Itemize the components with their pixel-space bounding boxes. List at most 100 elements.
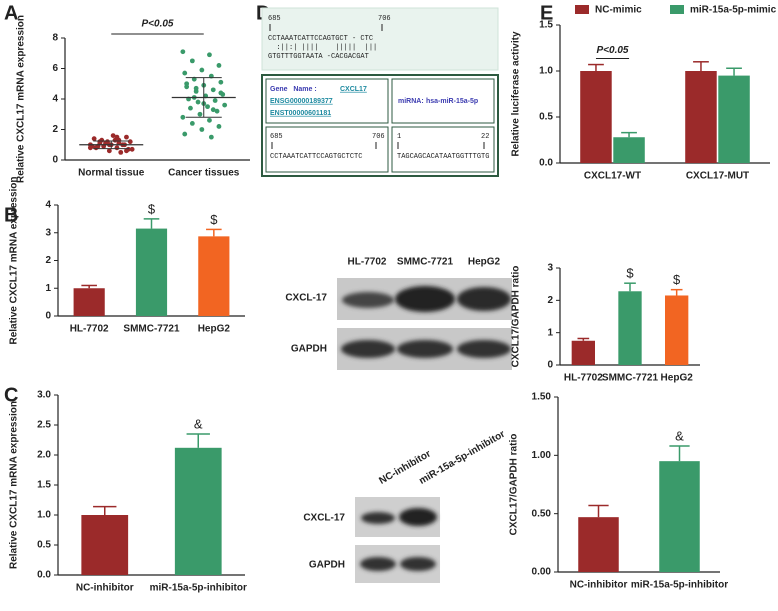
annotation: P<0.05 [142, 19, 174, 30]
legend-swatch [575, 5, 589, 14]
gene: CXCL17 [340, 86, 367, 93]
x-tick-label: NC-inhibitor [570, 580, 628, 591]
x-tick-label: SMMC-7721 [123, 324, 180, 335]
y-tick-label: 3.0 [37, 390, 51, 401]
significance-marker: $ [673, 272, 681, 287]
data-point [106, 148, 112, 154]
data-point [210, 107, 216, 113]
y-tick-label: 0.0 [37, 570, 51, 581]
legend-label: NC-mimic [595, 5, 642, 16]
lane-label: HL-7702 [348, 257, 387, 268]
bar [174, 447, 222, 575]
y-tick-label: 1 [547, 327, 553, 338]
bar [578, 517, 619, 572]
bar [571, 340, 595, 365]
band [400, 557, 436, 571]
x-tick-label: HL-7702 [564, 373, 603, 384]
data-point [210, 87, 216, 93]
bar [81, 515, 129, 575]
data-point [216, 124, 222, 129]
y-tick-label: 4 [52, 94, 58, 105]
band [395, 286, 455, 312]
target-seq: CCTAAATCATTCCAGTGCT - CTC [268, 35, 373, 43]
band [341, 340, 395, 358]
x-tick-label: NC-inhibitor [76, 583, 134, 594]
y-axis-label: Relative CXCL17 mRNA expression [9, 401, 20, 569]
y-tick-label: 4 [45, 200, 51, 211]
data-point [199, 127, 205, 132]
y-tick-label: 8 [52, 33, 58, 44]
data-point [205, 104, 210, 110]
panel-label: E [540, 2, 553, 24]
y-axis-label: CXCL17/GAPDH ratio [509, 434, 520, 536]
y-tick-label: 2.5 [37, 420, 51, 431]
x-tick-label: CXCL17-WT [584, 171, 641, 182]
lane-label: SMMC-7721 [397, 257, 454, 268]
x-tick-label: Cancer tissues [168, 168, 240, 179]
data-point [188, 105, 193, 111]
y-tick-label: 2 [52, 124, 58, 135]
significance-marker: & [675, 428, 684, 443]
ensg: ENSG00000189377 [270, 98, 333, 105]
band [360, 557, 396, 571]
data-point [184, 81, 190, 87]
y-tick-label: 1.5 [37, 480, 51, 491]
seq-number: 685 [270, 133, 283, 141]
data-point [116, 137, 122, 143]
seq-number: 22 [481, 133, 489, 141]
y-tick-label: 0 [547, 360, 553, 371]
y-tick-label: 1.00 [532, 450, 552, 461]
y-tick-label: 0.5 [37, 540, 51, 551]
x-tick-label: HL-7702 [70, 324, 109, 335]
cell [391, 78, 495, 124]
data-point [129, 146, 135, 152]
data-point [193, 85, 199, 91]
y-tick-label: 1.0 [37, 510, 51, 521]
mirna-label: miRNA: [398, 98, 424, 105]
data-point [199, 67, 205, 73]
bar [580, 71, 612, 163]
data-point [180, 49, 186, 55]
data-point [124, 134, 129, 140]
data-point [91, 136, 97, 142]
bar [659, 461, 700, 572]
panel-label: C [4, 384, 18, 406]
y-axis-label: Relative luciferase activity [511, 31, 522, 157]
seq-number: 685 [268, 15, 281, 23]
bar [718, 75, 750, 163]
data-point [195, 99, 201, 105]
x-tick-label: miR-15a-5p-inhibitor [631, 580, 728, 591]
bar [73, 288, 105, 316]
band [342, 292, 394, 308]
seq-number: 706 [378, 15, 391, 23]
bar [613, 137, 645, 163]
bar [618, 291, 642, 365]
data-point [124, 148, 129, 154]
y-axis-label: Relative CXCL17 mRNA expression [9, 176, 20, 344]
y-tick-label: 0 [45, 311, 51, 322]
y-tick-label: 3 [547, 263, 553, 274]
data-point [114, 145, 120, 151]
y-axis-label: Relative CXCL17 mRNA expression [16, 15, 27, 183]
data-point [197, 111, 203, 117]
x-tick-label: miR-15a-5p-inhibitor [150, 583, 247, 594]
data-point [118, 149, 124, 155]
y-tick-label: 0.50 [532, 508, 552, 519]
row-label: GAPDH [309, 560, 345, 571]
western-blot: NC-inhibitor miR-15a-5p-inhibitor CXCL-1… [303, 429, 507, 583]
data-point [212, 98, 218, 103]
y-tick-label: 1.5 [539, 20, 553, 31]
y-tick-label: 6 [52, 63, 58, 74]
panel-label: B [4, 204, 18, 226]
band [399, 508, 437, 526]
target-seq: CCTAAATCATTCCAGTGCTCTC [270, 153, 362, 161]
mirna-seq: GTGTTTGGTAATA -CACGACGAT [268, 53, 369, 61]
bar [685, 71, 717, 163]
data-point [189, 58, 195, 64]
data-point [207, 117, 212, 123]
x-tick-label: HepG2 [661, 373, 694, 384]
mirna-seq: TAGCAGCACATAATGGTTTGTG [397, 153, 489, 161]
row-label: CXCL-17 [303, 513, 345, 524]
legend-swatch [670, 5, 684, 14]
y-tick-label: 3 [45, 227, 51, 238]
